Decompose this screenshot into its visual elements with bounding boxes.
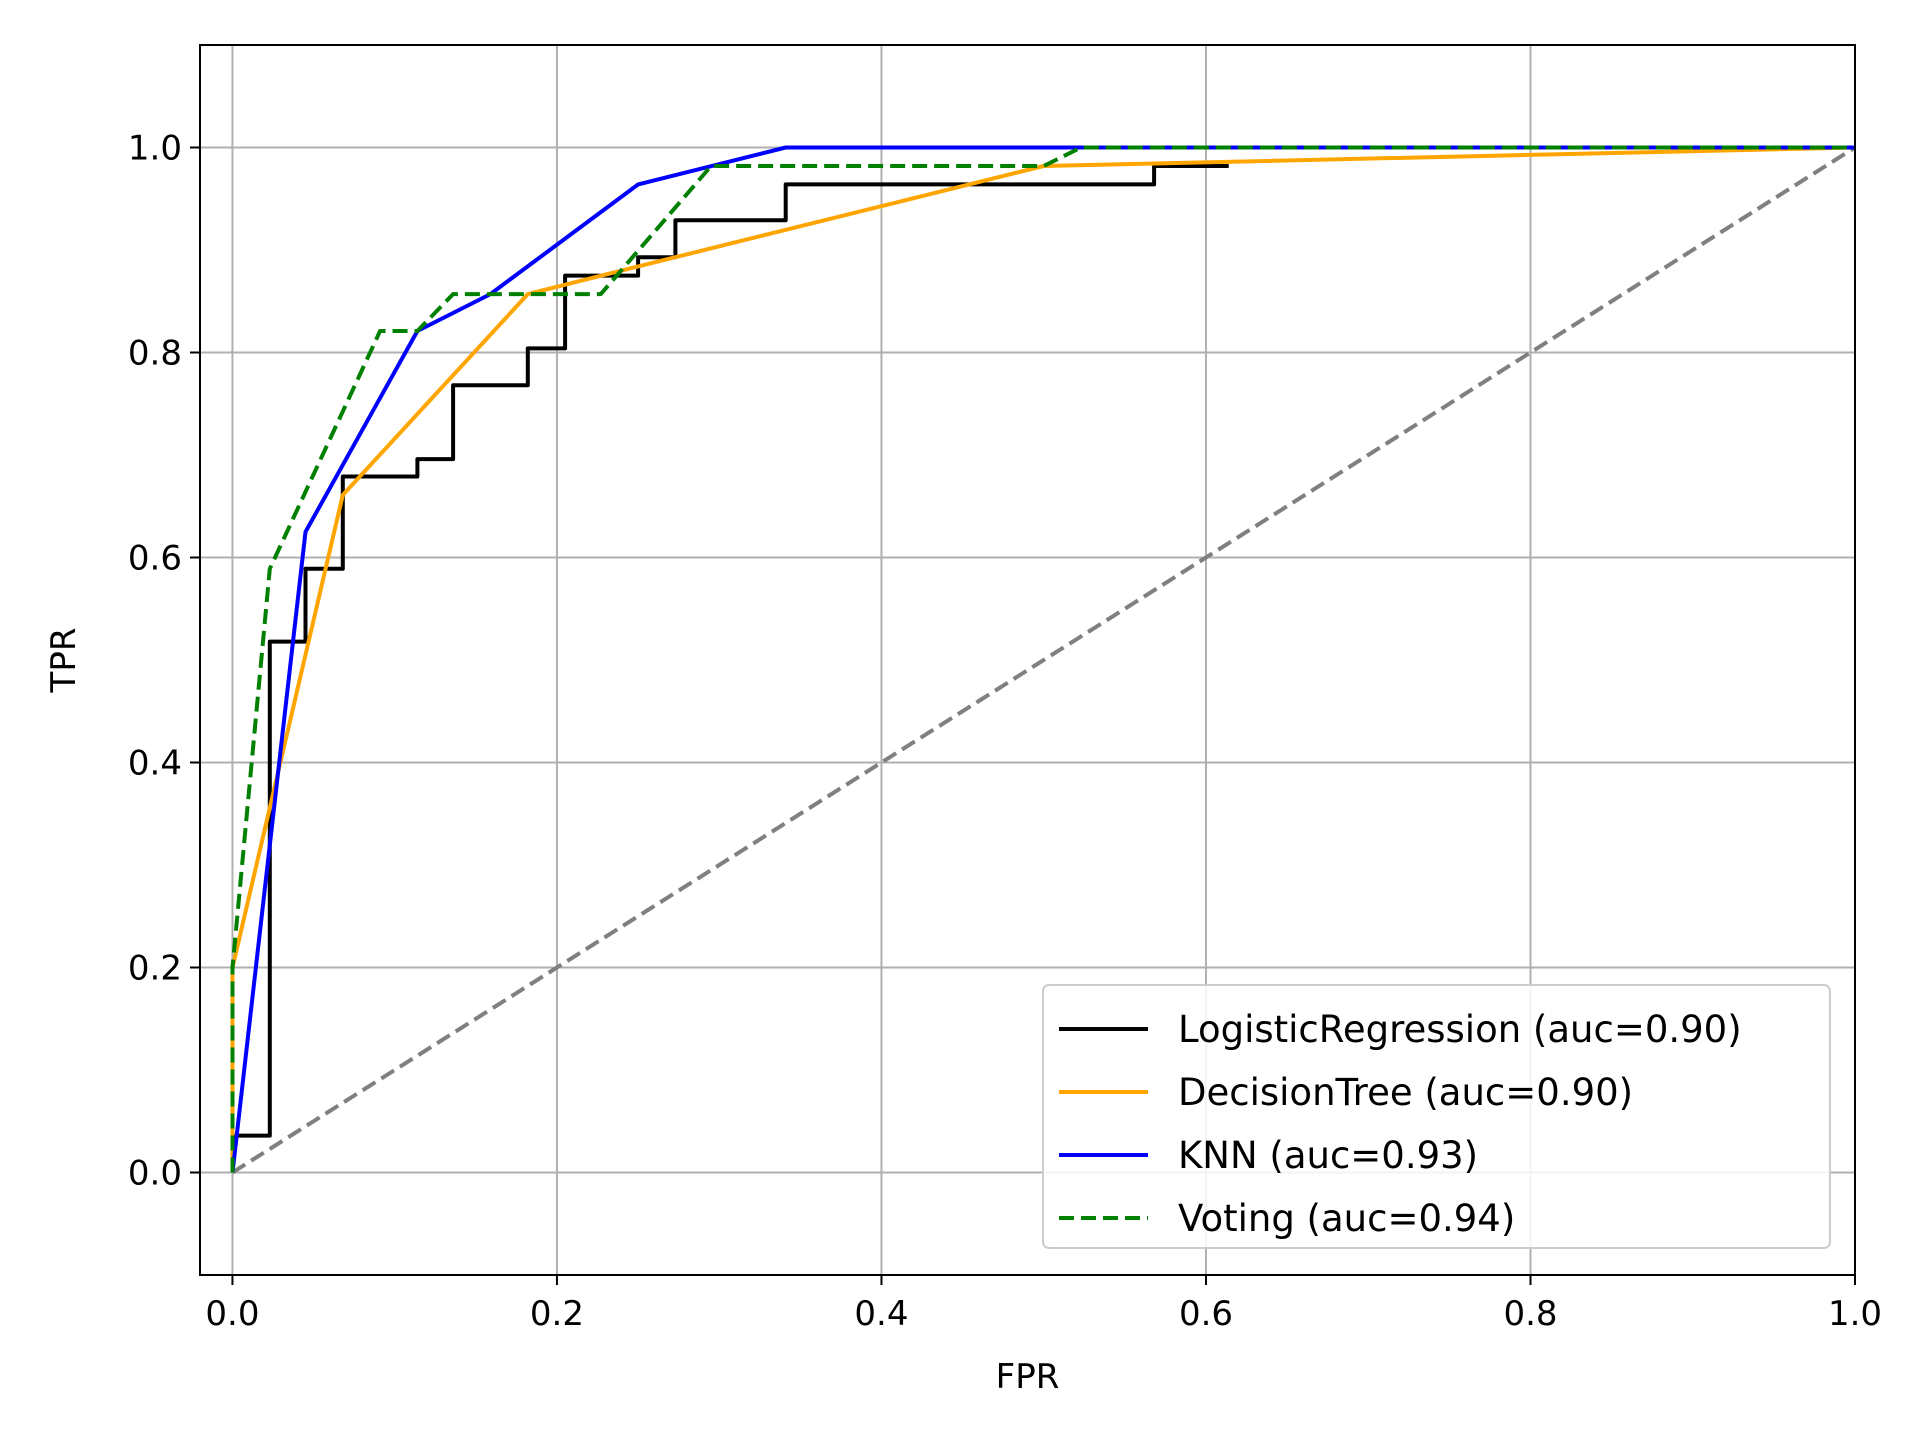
x-tick-label: 0.8 bbox=[1503, 1294, 1557, 1334]
y-tick-label: 0.6 bbox=[128, 539, 182, 579]
x-tick-label: 0.2 bbox=[530, 1294, 584, 1334]
y-tick-label: 0.0 bbox=[128, 1154, 182, 1194]
x-tick-label: 0.6 bbox=[1179, 1294, 1233, 1334]
x-tick-label: 0.4 bbox=[854, 1294, 908, 1334]
x-axis-label: FPR bbox=[996, 1357, 1060, 1397]
y-tick-label: 1.0 bbox=[128, 129, 182, 169]
y-tick-label: 0.4 bbox=[128, 744, 182, 784]
x-tick-label: 0.0 bbox=[205, 1294, 259, 1334]
plot-frame bbox=[199, 44, 1856, 1276]
plot-series bbox=[230, 145, 1855, 1175]
legend-entry-label: KNN (auc=0.93) bbox=[1178, 1134, 1478, 1177]
y-tick-label: 0.8 bbox=[128, 334, 182, 374]
legend-box bbox=[1042, 984, 1831, 1249]
legend: LogisticRegression (auc=0.90) DecisionTre… bbox=[1042, 984, 1831, 1249]
legend-entry-label: LogisticRegression (auc=0.90) bbox=[1178, 1008, 1742, 1051]
grid-lines bbox=[200, 45, 1856, 1275]
logisticregression-roc-line bbox=[230, 164, 1229, 1173]
chance-reference-line bbox=[231, 145, 1855, 1175]
y-axis-label: TPR bbox=[44, 628, 84, 694]
legend-entry-label: Voting (auc=0.94) bbox=[1178, 1197, 1515, 1240]
x-tick-label: 1.0 bbox=[1828, 1294, 1882, 1334]
y-tick-label: 0.2 bbox=[128, 949, 182, 989]
axis-ticks: 0.0 0.2 0.4 0.6 0.8 1.0 0.0 0.2 0.4 0.6 0.8 1.0 bbox=[128, 129, 1882, 1335]
voting-roc-line bbox=[230, 145, 1855, 1173]
legend-entry-label: DecisionTree (auc=0.90) bbox=[1178, 1071, 1633, 1114]
